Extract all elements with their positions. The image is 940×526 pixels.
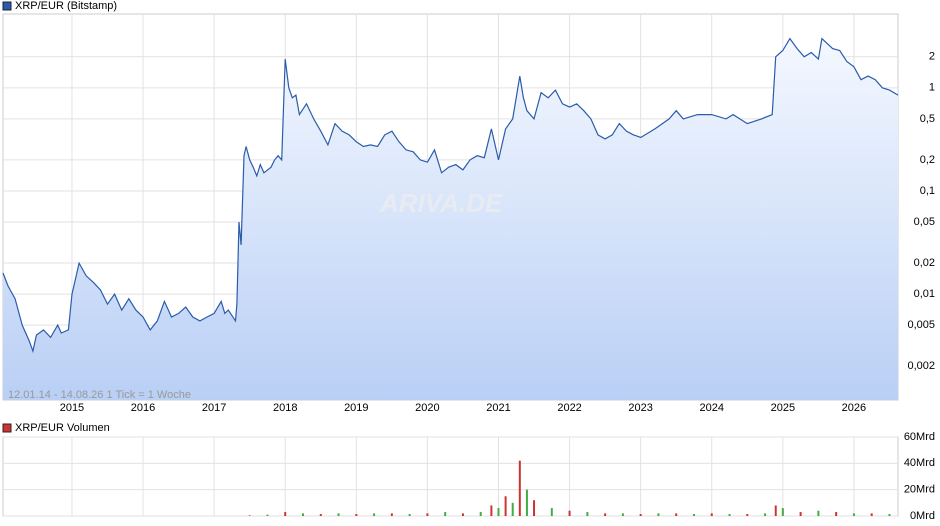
x-tick-label: 2018: [273, 402, 297, 414]
y-tick-label: 2: [929, 51, 935, 63]
x-tick-label: 2026: [842, 402, 866, 414]
volume-bar: [518, 460, 521, 516]
x-tick-label: 2020: [415, 402, 439, 414]
volume-bar: [497, 508, 500, 516]
volume-bar: [390, 513, 393, 516]
volume-bar: [764, 513, 767, 516]
y-tick-label: 0,1: [920, 185, 935, 197]
x-tick-label: 2023: [628, 402, 652, 414]
volume-bar: [479, 512, 482, 516]
y-tick-label: 0,02: [914, 257, 935, 269]
volume-bar: [355, 514, 358, 516]
x-tick-label: 2015: [60, 402, 84, 414]
subtitle: 12.01.14 - 14.08.26 1 Tick = 1 Woche: [8, 389, 191, 401]
x-tick-label: 2025: [771, 402, 795, 414]
volume-bar: [444, 512, 447, 516]
volume-bar: [888, 514, 891, 516]
volume-bar: [781, 508, 784, 516]
legend-swatch: [2, 423, 12, 433]
volume-bar: [301, 513, 304, 516]
y-tick-label: 60Mrd: [904, 431, 935, 443]
volume-bar: [337, 513, 340, 516]
volume-bar: [852, 513, 855, 516]
volume-bar: [639, 514, 642, 516]
y-tick-label: 0,01: [914, 288, 935, 300]
y-tick-label: 40Mrd: [904, 457, 935, 469]
volume-bar: [550, 508, 553, 516]
volume-bar: [710, 513, 713, 516]
y-tick-label: 0,2: [920, 154, 935, 166]
x-tick-label: 2021: [486, 402, 510, 414]
x-tick-label: 2024: [700, 402, 724, 414]
volume-bar: [525, 489, 528, 516]
y-tick-label: 0,05: [914, 216, 935, 228]
volume-bar: [817, 510, 820, 516]
watermark: ARIVA.DE: [379, 188, 503, 218]
volume-bar: [504, 496, 507, 516]
volume-bar: [675, 513, 678, 516]
y-tick-label: 0,5: [920, 113, 935, 125]
plot-frame: [2, 436, 899, 517]
volume-bar: [586, 512, 589, 516]
volume-bar: [533, 500, 536, 516]
area: [3, 38, 898, 400]
x-tick-label: 2017: [202, 402, 226, 414]
volume-bar: [657, 513, 660, 516]
y-tick-label: 0,002: [907, 360, 935, 372]
volume-bar: [373, 513, 376, 516]
legend-swatch: [2, 1, 12, 11]
volume-bar: [835, 512, 838, 516]
volume-bar: [692, 514, 695, 516]
volume-bar: [408, 514, 411, 516]
volume-bar: [568, 510, 571, 516]
volume-bar: [621, 513, 624, 516]
volume-bar: [490, 505, 493, 516]
x-tick-label: 2016: [131, 402, 155, 414]
volume-bar: [746, 514, 749, 516]
volume-bar: [774, 505, 777, 516]
volume-bar: [248, 515, 251, 516]
y-tick-label: 1: [929, 82, 935, 94]
y-tick-label: 0Mrd: [910, 510, 935, 522]
volume-bar: [604, 513, 607, 516]
price-line: [2, 37, 899, 354]
volume-bar: [728, 514, 731, 516]
volume-bar: [799, 512, 802, 516]
x-tick-label: 2019: [344, 402, 368, 414]
volume-bar: [426, 513, 429, 516]
volume-bar: [511, 502, 514, 516]
y-tick-label: 20Mrd: [904, 484, 935, 496]
volume-bar: [461, 513, 464, 516]
volume-bar: [319, 514, 322, 516]
volume-bar: [870, 513, 873, 516]
layer: 2015 2016 2017 2018 2019 2020 2021 2022 2023 2024…: [2, 14, 935, 522]
volume-bar: [266, 514, 269, 516]
x-tick-label: 2022: [557, 402, 581, 414]
y-tick-label: 0,005: [907, 319, 935, 331]
volume-title: XRP/EUR Volumen: [15, 422, 110, 434]
volume-bar: [284, 512, 287, 516]
chart-title: XRP/EUR (Bitstamp): [15, 0, 117, 12]
